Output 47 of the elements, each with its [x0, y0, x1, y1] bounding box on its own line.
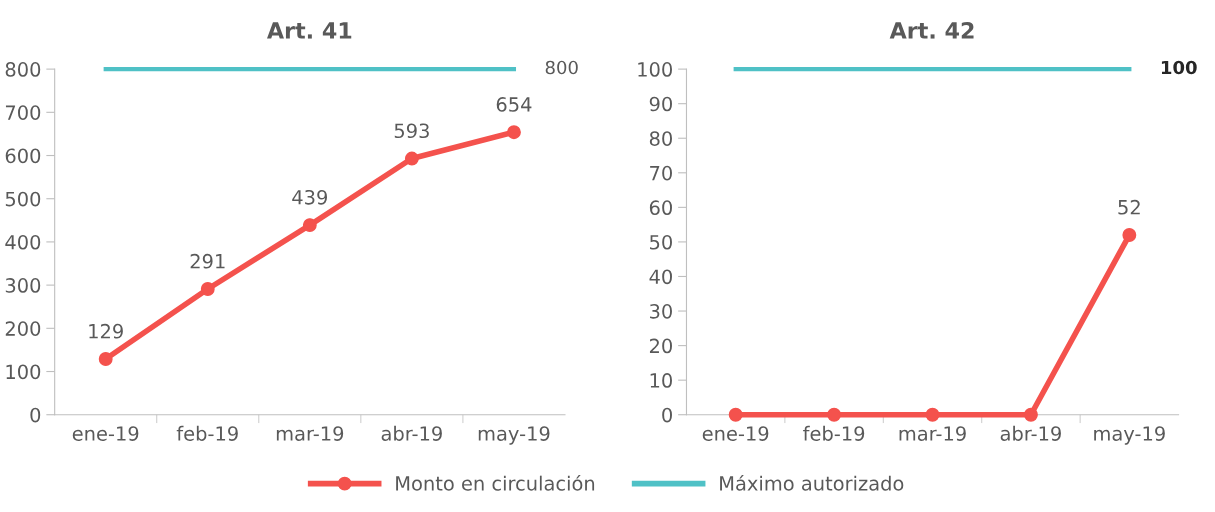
- y-tick-label: 700: [5, 105, 41, 120]
- y-tick-label: 500: [5, 191, 41, 207]
- y-tick-label: 0: [662, 407, 672, 423]
- x-tick-label: abr-19: [381, 425, 442, 441]
- point: [200, 282, 215, 296]
- y-tick-label: 80: [649, 131, 672, 146]
- y-tick-label: 40: [649, 269, 672, 285]
- x-tick-label: may-19: [1094, 426, 1165, 445]
- point: [404, 151, 419, 166]
- point: [302, 218, 317, 233]
- y-tick-label: 30: [650, 304, 672, 319]
- data-label: 593: [394, 123, 429, 139]
- data-label: 654: [496, 97, 532, 112]
- data-label: 52: [1118, 199, 1140, 215]
- legend-label: Monto en circulación: [396, 474, 595, 491]
- data-label: 800: [545, 60, 578, 75]
- chart-title: Art. 41: [266, 22, 352, 39]
- chart-title: Art. 42: [889, 22, 974, 39]
- y-tick-label: 0: [30, 407, 41, 423]
- x-tick-label: abr-19: [1000, 425, 1061, 441]
- point: [506, 125, 521, 140]
- y-tick-label: 400: [5, 234, 41, 250]
- y-tick-label: 20: [649, 338, 672, 354]
- x-tick-label: ene-19: [702, 426, 769, 441]
- y-tick-label: 60: [649, 200, 672, 216]
- point: [98, 352, 113, 366]
- data-label: 129: [89, 323, 123, 339]
- y-tick-label: 10: [650, 373, 672, 388]
- y-tick-label: 200: [5, 321, 41, 336]
- data-label: 439: [292, 189, 328, 205]
- y-tick-label: 300: [5, 278, 41, 293]
- y-tick-label: 600: [5, 148, 41, 164]
- data-label: 100: [1161, 60, 1197, 75]
- x-tick-label: mar-19: [899, 426, 966, 441]
- y-tick-label: 70: [650, 165, 672, 181]
- x-tick-label: ene-19: [72, 426, 139, 441]
- y-tick-label: 50: [650, 234, 672, 250]
- y-tick-label: 800: [5, 62, 41, 77]
- y-tick-label: 100: [6, 364, 41, 380]
- x-tick-label: feb-19: [803, 425, 865, 441]
- x-tick-label: mar-19: [276, 426, 344, 441]
- legend-label: Máximo autorizado: [720, 474, 904, 491]
- y-tick-label: 100: [638, 62, 672, 77]
- data-label: 291: [190, 253, 225, 269]
- x-tick-label: may-19: [478, 426, 550, 445]
- x-tick-label: feb-19: [176, 425, 238, 441]
- y-tick-label: 90: [649, 96, 672, 112]
